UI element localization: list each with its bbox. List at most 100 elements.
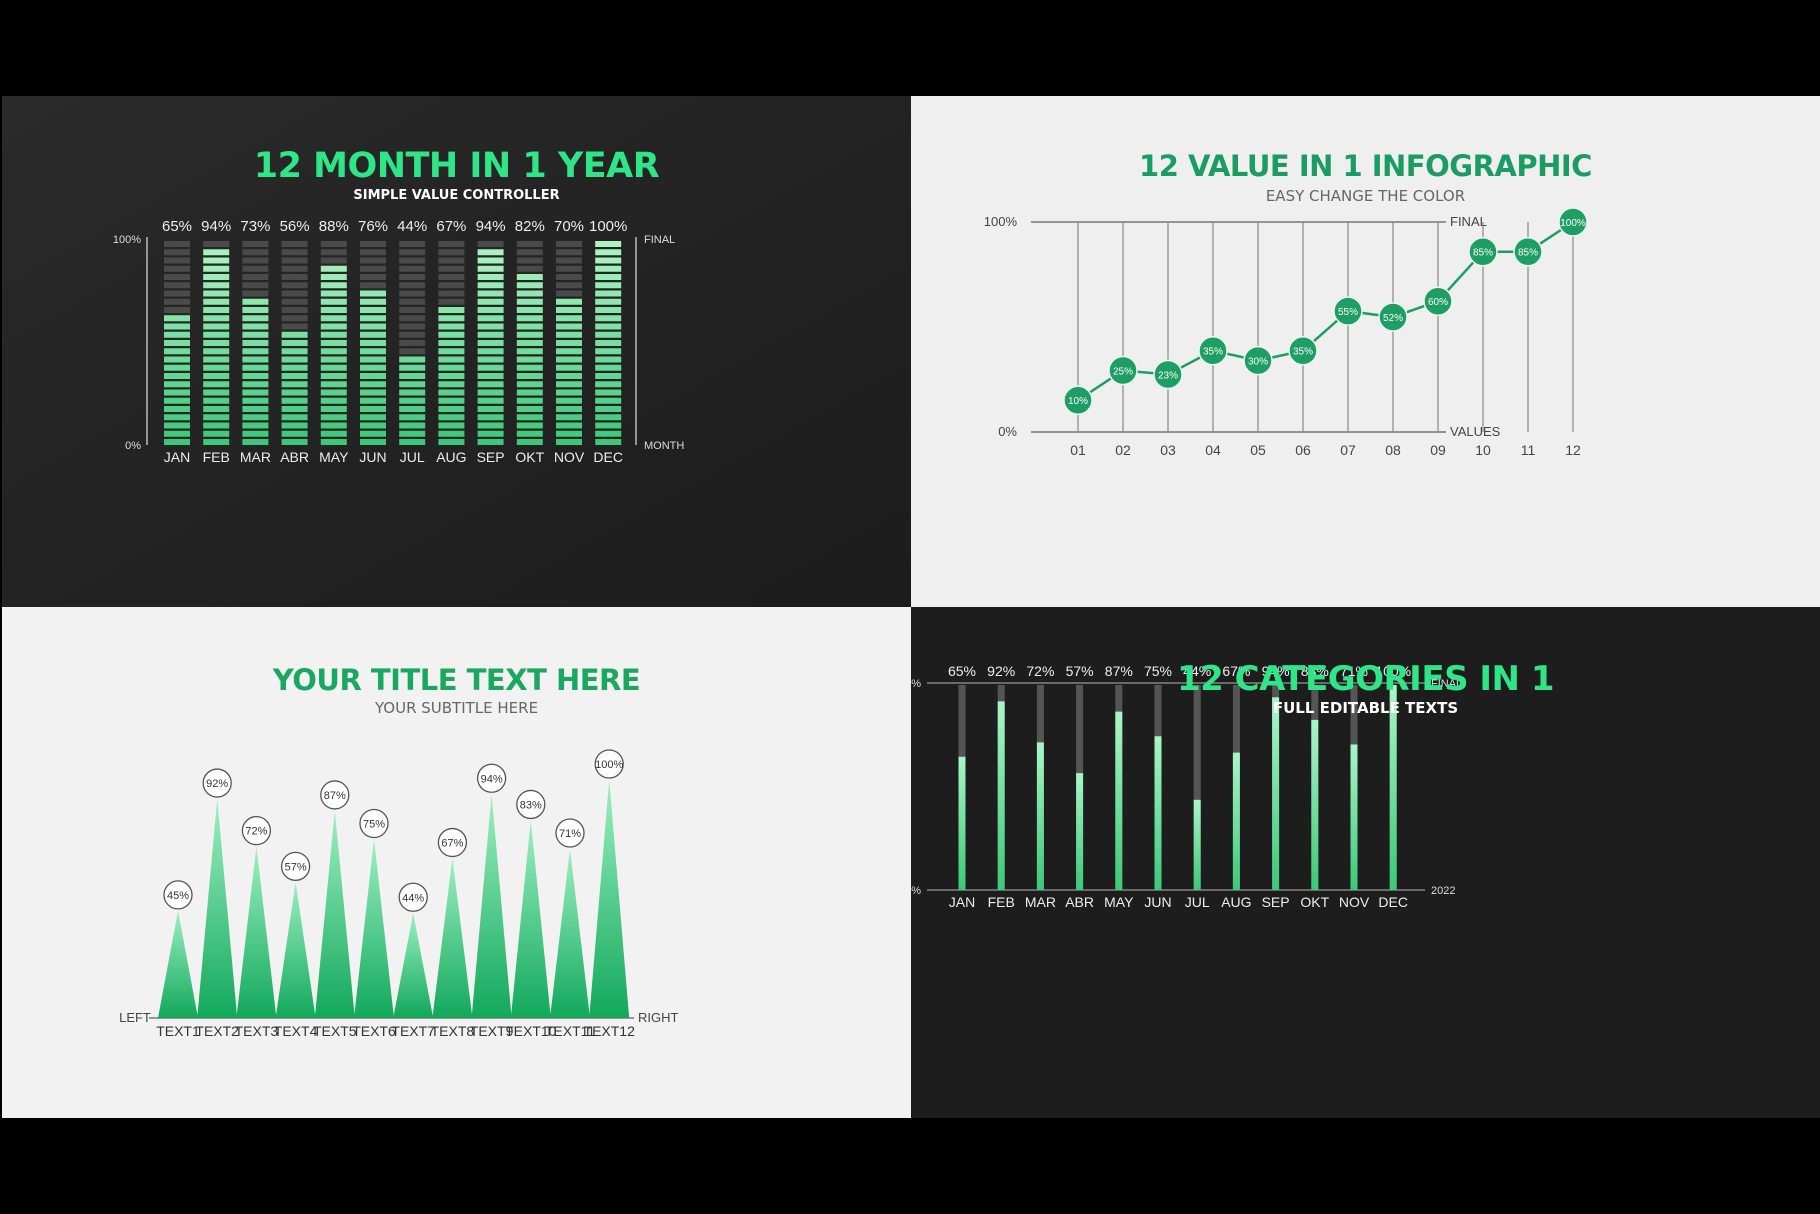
category-label: MAY — [1104, 894, 1134, 910]
category-label: DEC — [593, 449, 623, 465]
category-label: 07 — [1340, 442, 1356, 458]
bar-segment-empty — [281, 282, 308, 289]
bar-fill — [1036, 742, 1044, 890]
bar-segment-filled — [438, 315, 465, 322]
month-bars-chart: 100% 0% FINAL MONTH 65% JAN 94% FEB 73% MAR 56% ABR… — [2, 96, 911, 607]
bar-segment-filled — [281, 348, 308, 355]
bar-segment-filled — [320, 373, 347, 379]
bar-segment-filled — [438, 397, 465, 404]
value-bubble — [398, 882, 428, 912]
bar-fill — [1193, 799, 1201, 890]
right-bottom-label: MONTH — [644, 440, 684, 452]
bar-segment-empty — [399, 257, 426, 264]
value-bubble — [555, 818, 585, 848]
value-label: 57% — [285, 861, 307, 873]
bar-segment-filled — [516, 397, 543, 404]
value-bubble — [437, 827, 468, 858]
bar-segment-filled — [516, 348, 543, 355]
bar-segment-filled — [556, 348, 582, 355]
bar-segment-filled — [595, 389, 622, 396]
bar-segment-filled — [595, 257, 622, 264]
bar-segment-filled — [203, 340, 230, 346]
bar-segment-filled — [438, 373, 465, 379]
bar-segment-filled — [360, 315, 386, 322]
y-top-label: 100% — [984, 214, 1018, 229]
bar-segment-filled — [556, 439, 582, 445]
bar-segment-filled — [399, 381, 426, 388]
bar-segment-empty — [164, 241, 190, 247]
bar-segment-filled — [477, 364, 504, 371]
bar-segment-empty — [360, 265, 386, 272]
value-label: 92% — [206, 778, 228, 790]
bar-segment-filled — [320, 274, 347, 280]
panel-background — [911, 96, 1820, 607]
bar-segment-filled — [477, 430, 504, 437]
panel-subtitle: EASY CHANGE THE COLOR — [1265, 187, 1466, 205]
triangle-bar — [354, 839, 394, 1018]
bar-segment-filled — [477, 414, 504, 421]
bar-segment-filled — [320, 290, 347, 297]
value-label: 67% — [1222, 663, 1250, 679]
bar-segment-filled — [595, 373, 622, 379]
bar-segment-empty — [556, 249, 582, 256]
bar-segment-filled — [203, 356, 230, 363]
bar-segment-filled — [320, 389, 347, 396]
bar-segment-filled — [360, 389, 386, 396]
category-label: FEB — [203, 449, 230, 465]
bar-segment-filled — [556, 323, 582, 330]
bar-segment-filled — [477, 282, 504, 289]
value-bubble — [320, 780, 350, 810]
category-label: 08 — [1385, 442, 1401, 458]
bar-segment-filled — [320, 315, 347, 322]
category-label: 10 — [1475, 442, 1491, 458]
bar-segment-filled — [477, 373, 504, 379]
bar-fill — [997, 701, 1005, 890]
bar-segment-filled — [281, 439, 308, 445]
bar-segment-filled — [516, 307, 543, 313]
bar-segment-filled — [320, 406, 347, 412]
bar-segment-empty — [242, 241, 269, 247]
data-label: 25% — [1113, 367, 1133, 378]
category-label: OKT — [515, 449, 544, 465]
data-label: 52% — [1383, 313, 1403, 324]
bar-segment-filled — [595, 414, 622, 421]
data-point — [1063, 385, 1093, 415]
bar-segment-empty — [438, 282, 465, 289]
bar-segment-filled — [438, 356, 465, 363]
bar-segment-empty — [281, 315, 308, 322]
right-top-label: FINAL — [1431, 678, 1462, 690]
category-label: AUG — [1221, 894, 1251, 910]
bar-segment-empty — [438, 274, 465, 280]
bar-segment-empty — [164, 265, 190, 272]
bar-segment-filled — [438, 439, 465, 445]
bar-segment-filled — [595, 406, 622, 412]
bar-segment-empty — [438, 290, 465, 297]
bar-segment-filled — [320, 331, 347, 338]
value-label: 72% — [245, 826, 267, 838]
triangle-bar — [393, 913, 434, 1018]
value-label: 75% — [363, 819, 385, 831]
bar-segment-filled — [242, 315, 269, 322]
bar-segment-filled — [242, 397, 269, 404]
bar-segment-empty — [242, 290, 269, 297]
value-label: 75% — [1144, 663, 1172, 679]
bar-segment-empty — [516, 257, 543, 264]
bar-segment-filled — [595, 282, 622, 289]
bar-segment-empty — [164, 298, 190, 305]
bar-segment-filled — [556, 331, 582, 338]
bar-segment-empty — [360, 282, 386, 289]
bar-fill — [958, 756, 966, 890]
bar-segment-filled — [164, 397, 190, 404]
bar-segment-filled — [203, 323, 230, 330]
bar-segment-filled — [242, 356, 269, 363]
bar-segment-filled — [477, 265, 504, 272]
bar-segment-filled — [399, 389, 426, 396]
category-label: ABR — [280, 449, 309, 465]
bar-segment-filled — [438, 364, 465, 371]
category-label: JUN — [1144, 894, 1171, 910]
bar-segment-filled — [438, 414, 465, 421]
value-label: 65% — [162, 218, 192, 235]
value-label: 88% — [319, 218, 349, 235]
category-label: JAN — [949, 894, 975, 910]
bar-segment-filled — [477, 348, 504, 355]
